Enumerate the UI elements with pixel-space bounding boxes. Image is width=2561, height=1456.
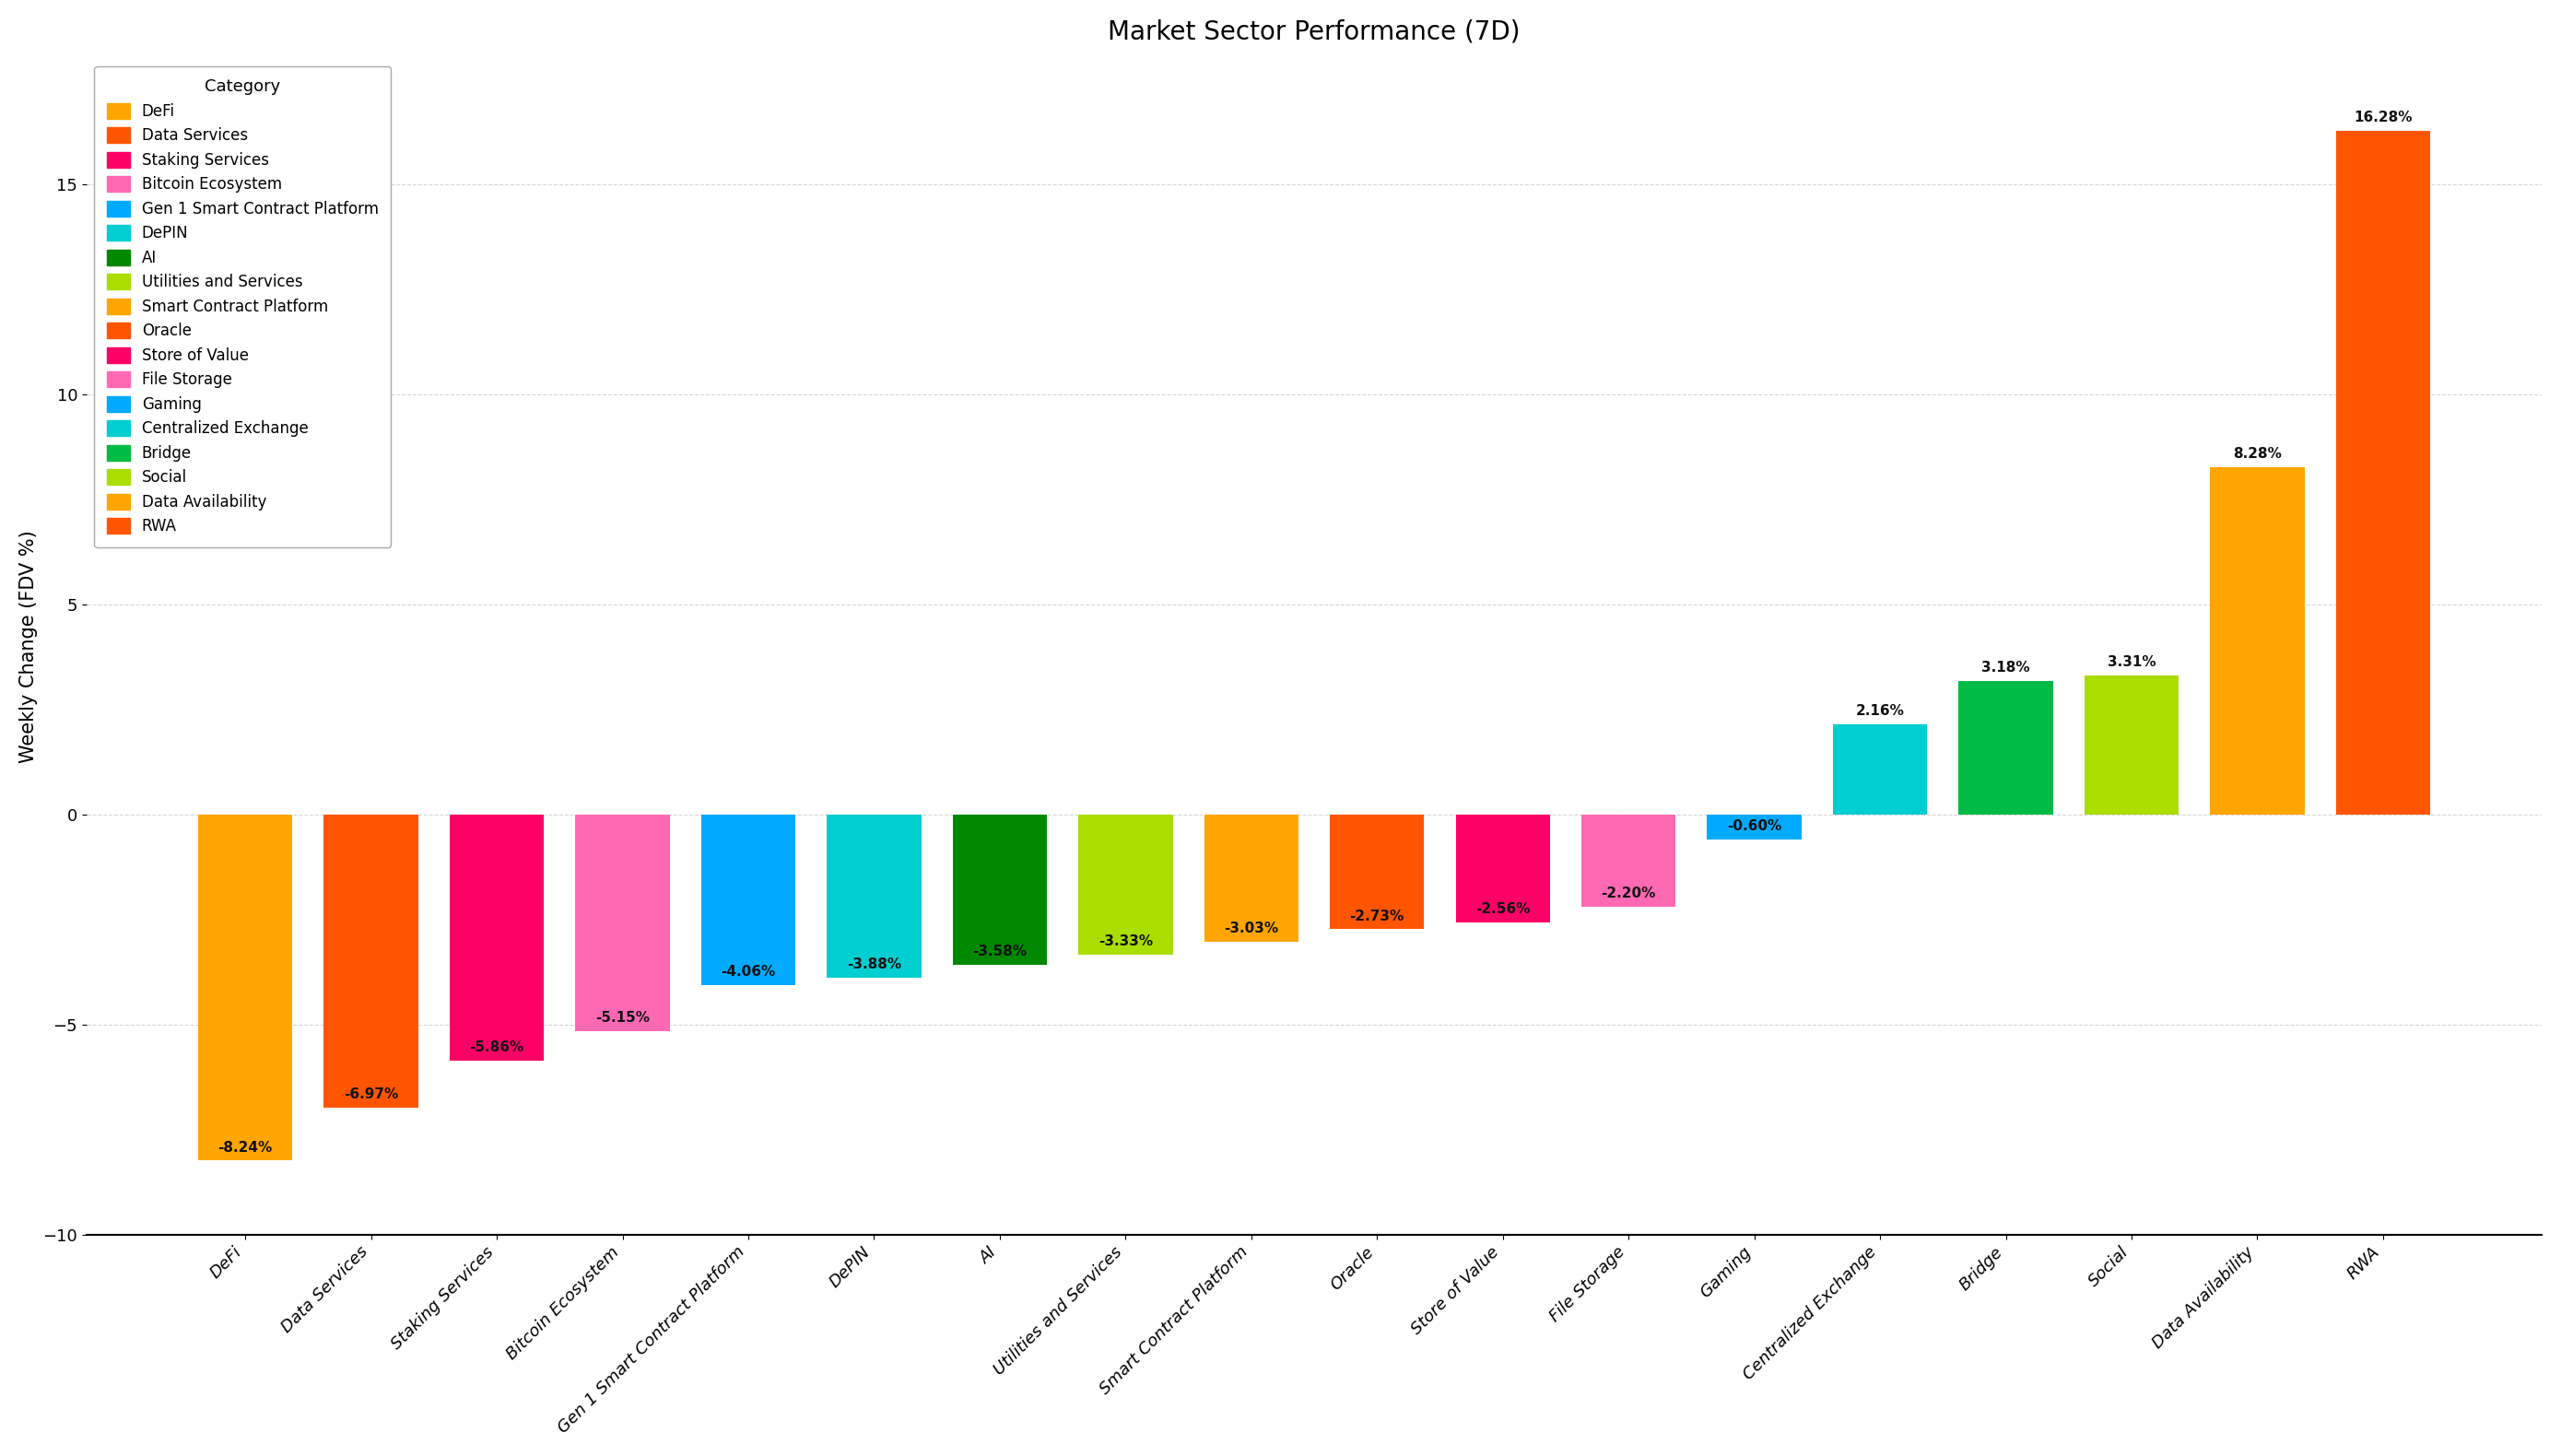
Text: -2.20%: -2.20% (1601, 887, 1657, 901)
Text: 8.28%: 8.28% (2233, 447, 2282, 460)
Bar (2336, 131, 2430, 814)
Bar (576, 814, 668, 1031)
Text: -3.88%: -3.88% (848, 958, 901, 971)
Bar (827, 814, 922, 977)
Bar (2085, 676, 2179, 814)
Bar (1834, 724, 1928, 814)
Text: -4.06%: -4.06% (722, 965, 776, 978)
Bar (1580, 814, 1675, 907)
Title: Market Sector Performance (7D): Market Sector Performance (7D) (1109, 19, 1521, 45)
Bar (197, 814, 292, 1160)
Text: 16.28%: 16.28% (2354, 111, 2412, 125)
Bar (953, 814, 1047, 965)
Legend: DeFi, Data Services, Staking Services, Bitcoin Ecosystem, Gen 1 Smart Contract P: DeFi, Data Services, Staking Services, B… (95, 67, 392, 547)
Bar (2210, 467, 2305, 814)
Text: 3.18%: 3.18% (1982, 661, 2031, 674)
Bar (1455, 814, 1549, 922)
Text: -6.97%: -6.97% (343, 1088, 400, 1101)
Bar (1959, 681, 2054, 814)
Y-axis label: Weekly Change (FDV %): Weekly Change (FDV %) (18, 530, 38, 763)
Text: -8.24%: -8.24% (218, 1140, 271, 1155)
Bar (702, 814, 796, 986)
Text: -5.15%: -5.15% (594, 1010, 650, 1025)
Text: -3.58%: -3.58% (973, 945, 1027, 958)
Text: 3.31%: 3.31% (2108, 655, 2156, 670)
Text: -0.60%: -0.60% (1726, 820, 1782, 833)
Text: -3.33%: -3.33% (1099, 935, 1152, 948)
Text: -3.03%: -3.03% (1224, 922, 1278, 936)
Bar (323, 814, 417, 1108)
Bar (1708, 814, 1800, 840)
Text: -2.73%: -2.73% (1350, 909, 1403, 923)
Text: -2.56%: -2.56% (1475, 901, 1529, 916)
Text: 2.16%: 2.16% (1857, 703, 1905, 718)
Bar (451, 814, 543, 1060)
Bar (1329, 814, 1424, 929)
Text: -5.86%: -5.86% (469, 1041, 525, 1054)
Bar (1204, 814, 1298, 942)
Bar (1078, 814, 1173, 955)
